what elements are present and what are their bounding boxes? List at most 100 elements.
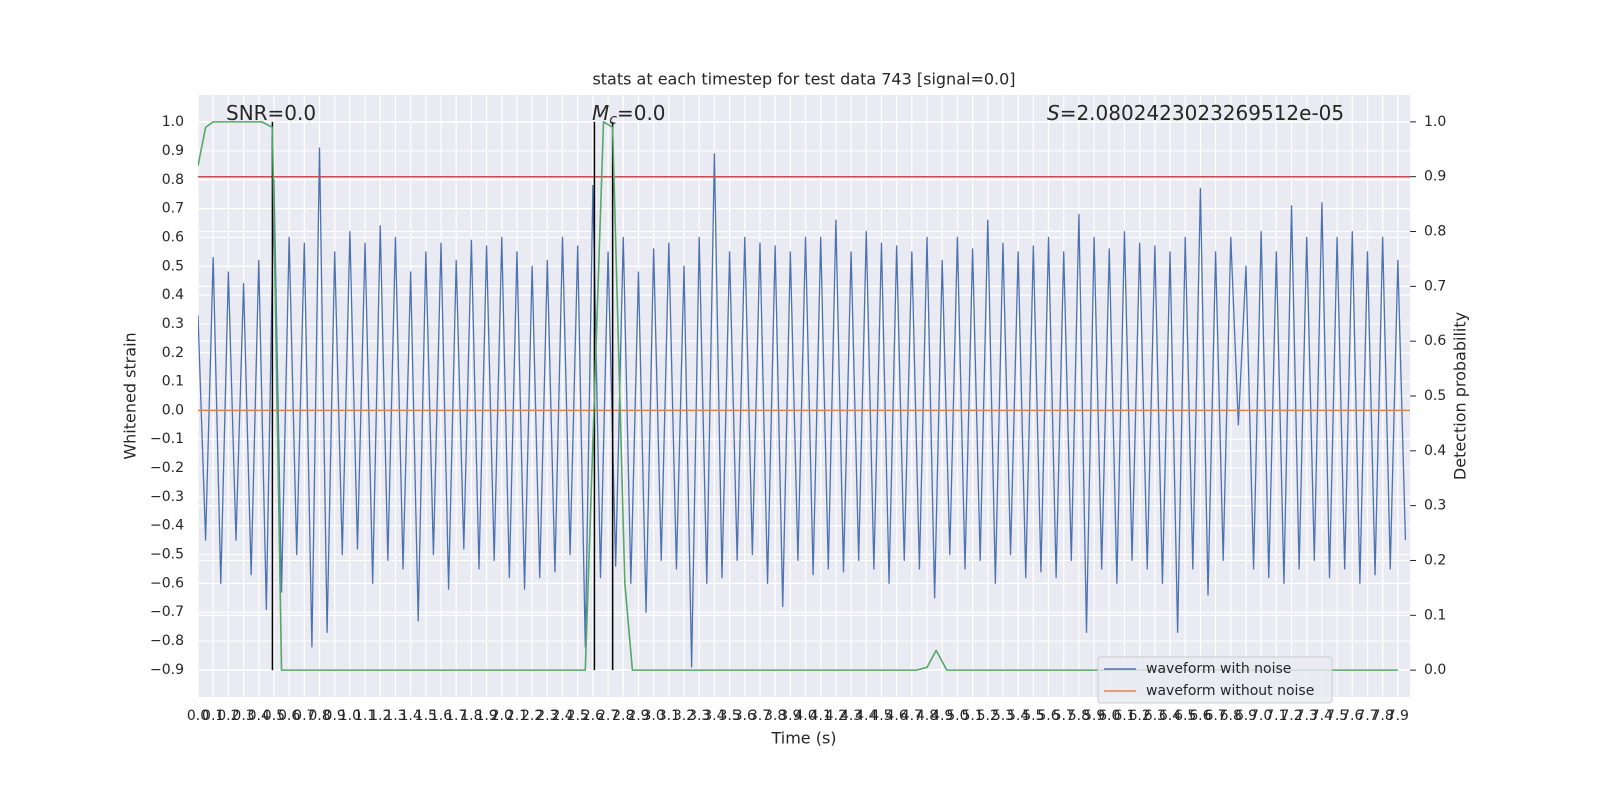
x-tick-label: 1.7 xyxy=(445,708,467,724)
x-tick-label: 2.4 xyxy=(551,708,573,724)
x-tick-label: 5.4 xyxy=(1007,708,1029,724)
y2-tick-label: 0.1 xyxy=(1424,607,1446,623)
x-tick-label: 7.0 xyxy=(1250,708,1272,724)
y-tick-label: 0.4 xyxy=(162,287,184,303)
plot-marks xyxy=(198,121,1410,671)
x-tick-label: 1.0 xyxy=(339,708,361,724)
y-tick-label: −0.6 xyxy=(150,575,184,591)
x-tick-label: 0.9 xyxy=(324,708,346,724)
x-tick-label: 2.5 xyxy=(567,708,589,724)
x-tick-label: 4.4 xyxy=(855,708,877,724)
legend: waveform with noise waveform without nois… xyxy=(1097,656,1333,704)
x-tick-label: 0.6 xyxy=(278,708,300,724)
x-tick-label: 2.9 xyxy=(627,708,649,724)
x-tick-label: 2.6 xyxy=(582,708,604,724)
x-tick-label: 2.3 xyxy=(536,708,558,724)
x-tick-label: 0.8 xyxy=(308,708,330,724)
y2-tick-label: 0.0 xyxy=(1424,662,1446,678)
y-tick-label: −0.5 xyxy=(150,547,184,563)
x-tick-label: 4.0 xyxy=(794,708,816,724)
x-tick-label: 4.6 xyxy=(886,708,908,724)
x-tick-label: 3.3 xyxy=(688,708,710,724)
x-tick-label: 5.8 xyxy=(1068,708,1090,724)
x-tick-label: 6.2 xyxy=(1129,708,1151,724)
x-tick-label: 3.8 xyxy=(764,708,786,724)
x-tick-label: 2.0 xyxy=(491,708,513,724)
x-tick-label: 4.2 xyxy=(825,708,847,724)
x-tick-label: 6.7 xyxy=(1204,708,1226,724)
x-tick-label: 3.1 xyxy=(658,708,680,724)
x-tick-label: 0.2 xyxy=(217,708,239,724)
y2-tick-label: 1.0 xyxy=(1424,114,1446,130)
y-tick-label: −0.2 xyxy=(150,460,184,476)
x-tick-label: 7.1 xyxy=(1265,708,1287,724)
x-tick-label: 7.5 xyxy=(1326,708,1348,724)
x-tick-label: 4.9 xyxy=(931,708,953,724)
x-tick-label: 2.1 xyxy=(506,708,528,724)
x-tick-label: 7.6 xyxy=(1341,708,1363,724)
annotation: Mc=0.0 xyxy=(592,101,666,129)
x-tick-label: 4.8 xyxy=(916,708,938,724)
x-tick-label: 3.4 xyxy=(703,708,725,724)
x-tick-label: 5.0 xyxy=(946,708,968,724)
x-tick-label: 4.5 xyxy=(870,708,892,724)
x-tick-label: 1.5 xyxy=(415,708,437,724)
x-tick-label: 7.9 xyxy=(1387,708,1409,724)
y2-tick-label: 0.4 xyxy=(1424,443,1446,459)
legend-box xyxy=(1097,656,1333,704)
x-tick-label: 5.2 xyxy=(977,708,999,724)
y-tick-label: 0.3 xyxy=(162,316,184,332)
y2-tick-label: 0.6 xyxy=(1424,333,1446,349)
x-tick-label: 5.6 xyxy=(1037,708,1059,724)
y2-tick-label: 0.8 xyxy=(1424,224,1446,240)
annotation-text: =2.0802423023269512e-05 xyxy=(1060,101,1344,125)
x-axis-label: Time (s) xyxy=(770,729,836,748)
annotation-symbol: M xyxy=(592,101,609,125)
x-tick-label: 6.3 xyxy=(1144,708,1166,724)
x-tick-label: 5.5 xyxy=(1022,708,1044,724)
x-tick-label: 6.5 xyxy=(1174,708,1196,724)
x-tick-label: 3.5 xyxy=(718,708,740,724)
x-tick-label: 7.3 xyxy=(1296,708,1318,724)
y-tick-label: 0.9 xyxy=(162,143,184,159)
x-tick-label: 7.4 xyxy=(1311,708,1333,724)
x-tick-label: 0.4 xyxy=(248,708,270,724)
x-tick-label: 5.9 xyxy=(1083,708,1105,724)
y-tick-label: −0.7 xyxy=(150,604,184,620)
y-tick-label: 0.5 xyxy=(162,258,184,274)
annotation-text: SNR=0.0 xyxy=(226,101,316,125)
x-tick-label: 0.3 xyxy=(232,708,254,724)
x-tick-label: 1.2 xyxy=(369,708,391,724)
series-line xyxy=(198,147,1407,668)
x-tick-label: 6.6 xyxy=(1189,708,1211,724)
x-tick-label: 5.3 xyxy=(992,708,1014,724)
x-tick-label: 3.9 xyxy=(779,708,801,724)
annotation-text: =0.0 xyxy=(617,101,666,125)
x-tick-label: 3.7 xyxy=(749,708,771,724)
chart-title: stats at each timestep for test data 743… xyxy=(592,70,1015,89)
x-tick-label: 1.6 xyxy=(430,708,452,724)
x-tick-label: 6.4 xyxy=(1159,708,1181,724)
x-tick-label: 3.6 xyxy=(734,708,756,724)
y2-tick-label: 0.5 xyxy=(1424,388,1446,404)
annotation-symbol: S xyxy=(1047,101,1060,125)
x-tick-label: 4.3 xyxy=(840,708,862,724)
x-tick-label: 1.4 xyxy=(399,708,421,724)
y-tick-label: −0.8 xyxy=(150,633,184,649)
x-tick-label: 0.5 xyxy=(263,708,285,724)
x-tick-label: 2.8 xyxy=(612,708,634,724)
x-tick-label: 7.2 xyxy=(1280,708,1302,724)
x-tick-label: 0.7 xyxy=(293,708,315,724)
x-tick-label: 4.1 xyxy=(810,708,832,724)
x-tick-label: 6.0 xyxy=(1098,708,1120,724)
x-tick-label: 0.0 xyxy=(187,708,209,724)
y-axis-label: Whitened strain xyxy=(121,332,140,459)
x-tick-label: 3.0 xyxy=(643,708,665,724)
x-tick-label: 3.2 xyxy=(673,708,695,724)
y2-tick-label: 0.2 xyxy=(1424,552,1446,568)
y2-tick-label: 0.3 xyxy=(1424,498,1446,514)
y-tick-label: 0.8 xyxy=(162,172,184,188)
y2-tick-label: 0.7 xyxy=(1424,278,1446,294)
y-tick-label: 0.2 xyxy=(162,345,184,361)
x-tick-label: 6.8 xyxy=(1220,708,1242,724)
